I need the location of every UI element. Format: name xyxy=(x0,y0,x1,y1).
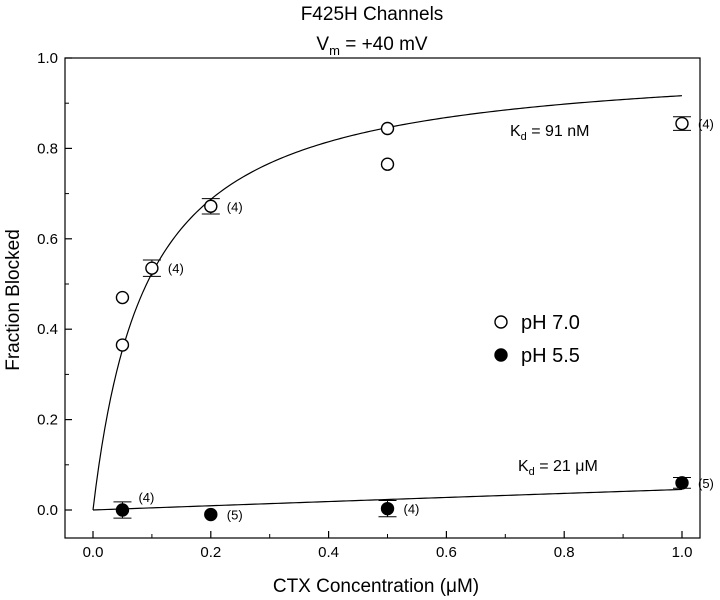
y-tick-label-1: 0.2 xyxy=(37,412,58,429)
fit-label-ph55-rest: = 21 μM xyxy=(535,458,598,475)
x-tick-label-5: 1.0 xyxy=(672,544,693,561)
fit-curve-1 xyxy=(92,488,683,511)
data-point-0-6 xyxy=(675,116,689,131)
legend-marker-ph70 xyxy=(494,315,508,329)
legend: pH 7.0 pH 5.5 xyxy=(494,312,580,367)
fit-label-ph70-sub: d xyxy=(521,131,527,143)
n-label-0-2: (4) xyxy=(168,261,184,276)
n-label-0-3: (4) xyxy=(227,199,243,214)
plot-frame xyxy=(64,57,701,539)
fit-label-ph70-main: K xyxy=(510,123,521,140)
n-label-0-6: (4) xyxy=(698,117,714,132)
legend-label-ph70: pH 7.0 xyxy=(521,312,580,334)
x-axis-title: CTX Concentration (μM) xyxy=(273,576,479,597)
fit-label-ph55-main: K xyxy=(518,458,529,475)
title-vm-main: V xyxy=(316,34,329,55)
fit-label-ph70-rest: = 91 nM xyxy=(527,123,590,140)
y-tick-label-3: 0.6 xyxy=(37,231,58,248)
chart-title-line1: F425H Channels xyxy=(301,4,444,25)
fit-label-ph70: Kd = 91 nM xyxy=(510,123,590,143)
legend-marker-ph55 xyxy=(494,348,508,362)
fit-label-ph55-sub: d xyxy=(529,466,535,478)
title-vm-sub: m xyxy=(329,43,340,58)
n-label-1-2: (4) xyxy=(404,502,420,517)
y-axis-title: Fraction Blocked xyxy=(3,229,24,371)
data-point-1-2 xyxy=(380,501,395,516)
data-point-0-2 xyxy=(145,261,159,275)
y-tick-label-5: 1.0 xyxy=(37,50,58,67)
x-tick-label-0: 0.0 xyxy=(83,544,104,561)
x-tick-label-1: 0.2 xyxy=(200,544,221,561)
y-tick-label-4: 0.8 xyxy=(37,140,58,157)
x-tick-label-4: 0.8 xyxy=(554,544,575,561)
data-point-1-1 xyxy=(204,507,218,522)
title-vm-rest: = +40 mV xyxy=(340,34,428,55)
y-tick-label-2: 0.4 xyxy=(37,321,58,338)
chart-title-line2: Vm = +40 mV xyxy=(316,34,428,58)
data-point-1-0 xyxy=(115,503,130,517)
data-point-0-0 xyxy=(115,290,130,305)
data-point-0-5 xyxy=(380,157,395,171)
x-tick-label-2: 0.4 xyxy=(318,544,339,561)
n-label-1-0: (4) xyxy=(138,490,154,505)
data-point-1-3 xyxy=(675,476,689,490)
y-tick-label-0: 0.0 xyxy=(37,502,58,519)
x-tick-label-3: 0.6 xyxy=(436,544,457,561)
legend-label-ph55: pH 5.5 xyxy=(521,345,580,367)
plot-area: 0.0 0.2 0.4 0.6 0.8 1.0 0.0 0.2 0.4 0.6 0.8 1.0 (4) (… xyxy=(37,50,714,561)
n-label-1-3: (5) xyxy=(698,476,714,491)
data-point-0-4 xyxy=(380,121,395,136)
n-label-1-1: (5) xyxy=(227,508,243,523)
data-point-0-1 xyxy=(115,338,130,352)
data-point-0-3 xyxy=(204,199,218,213)
fit-label-ph55: Kd = 21 μM xyxy=(518,458,598,478)
